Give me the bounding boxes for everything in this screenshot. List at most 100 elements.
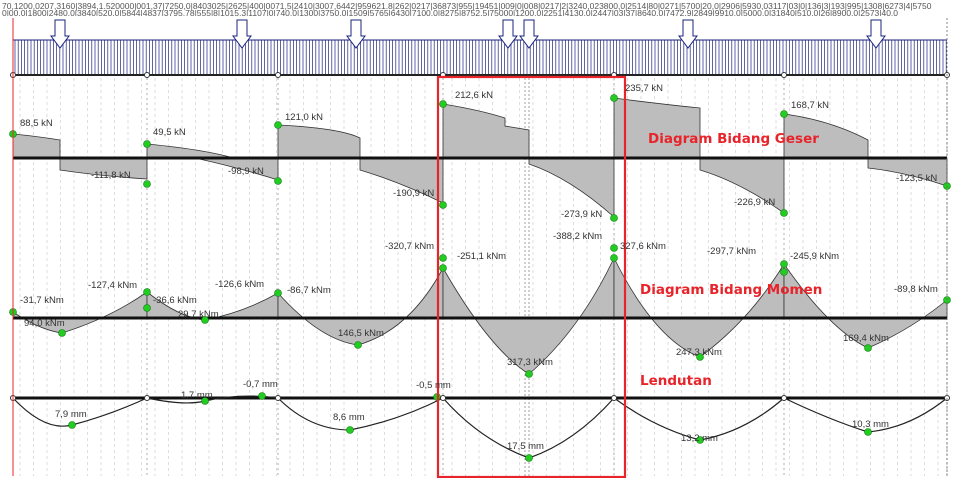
value-labels: 88,5 kN 49,5 kN 121,0 kN 212,6 kN 235,7 … (20, 83, 938, 452)
shear-label: -190,9 kN (393, 188, 434, 199)
moment-label: -86,7 kNm (287, 285, 331, 296)
deflection-node (201, 397, 209, 405)
point-load-arrow (678, 19, 698, 49)
top-dimension-row-2: 0|00,0|1800|2480,0|3840|520,0|5844|4837|… (2, 8, 898, 18)
moment-node (143, 304, 151, 312)
deflection-support-node (440, 395, 446, 401)
deflection-title: Lendutan (640, 373, 712, 389)
moment-label: -126,6 kNm (215, 279, 264, 290)
shear-node (274, 177, 282, 185)
deflection-support-node (781, 395, 787, 401)
deflection-label: -0,5 mm (416, 380, 451, 391)
shear-label: -98,9 kN (228, 166, 264, 177)
shear-node (780, 209, 788, 217)
shear-label: 212,6 kN (455, 90, 493, 101)
shear-label: 168,7 kN (791, 100, 829, 111)
shear-node (274, 121, 282, 129)
deflection-label: 1,7 mm (181, 390, 213, 401)
moment-label: -251,1 kNm (457, 251, 506, 262)
moment-label: -36,6 kNm (153, 295, 197, 306)
moment-label: 247,3 kNm (676, 347, 722, 358)
moment-label: 29,7 kNm (178, 309, 219, 320)
moment-node (780, 268, 788, 276)
support-node (781, 72, 787, 78)
shear-segment (277, 124, 361, 159)
support-node (144, 72, 150, 78)
moment-label: 317,3 kNm (507, 357, 553, 368)
shear-node (143, 140, 151, 148)
shear-label: -123,5 kN (896, 173, 937, 184)
moment-node (610, 244, 618, 252)
shear-label: -111,8 kN (91, 170, 131, 181)
point-load-arrow (866, 19, 886, 49)
moment-node (201, 316, 209, 324)
moment-label: -89,8 kNm (894, 284, 938, 295)
deflection-node (525, 454, 533, 462)
deflection-label: -0,7 mm (243, 379, 278, 390)
deflection-node (346, 426, 354, 434)
moment-label: -297,7 kNm (707, 246, 756, 257)
shear-segment (59, 157, 148, 180)
shear-node (439, 100, 447, 108)
deflection-label: 13,2 mm (681, 433, 718, 444)
support-node (275, 72, 281, 78)
shear-node (610, 214, 618, 222)
moment-node (354, 341, 362, 349)
shear-diagram (9, 94, 951, 222)
moment-node (780, 260, 788, 268)
deflection-node (258, 392, 266, 400)
deflection-node (864, 428, 872, 436)
moment-label: -127,4 kNm (88, 280, 137, 291)
point-load-arrow (519, 19, 539, 49)
moment-label: -245,9 kNm (790, 251, 839, 262)
moment-label: -31,7 kNm (20, 295, 64, 306)
moment-label: 94,0 kNm (24, 318, 65, 329)
deflection-label: 8,6 mm (333, 412, 365, 423)
shear-node (439, 201, 447, 209)
shear-label: 121,0 kN (285, 112, 323, 123)
moment-node (274, 289, 282, 297)
point-load-arrow (232, 19, 252, 49)
moment-node (439, 254, 447, 262)
moment-label: -320,7 kNm (385, 241, 434, 252)
moment-label: -388,2 kNm (553, 231, 602, 242)
deflection-node (696, 436, 704, 444)
deflection-diagram (10, 392, 950, 462)
moment-diagram (9, 244, 951, 378)
shear-label: -273,9 kN (561, 209, 602, 220)
shear-node (143, 180, 151, 188)
load-diagram (10, 19, 950, 78)
moment-node (525, 370, 533, 378)
moment-segment (12, 291, 148, 334)
shear-diagram-title: Diagram Bidang Geser (648, 131, 819, 147)
moment-segment (277, 267, 444, 346)
shear-segment (783, 113, 869, 159)
point-load-arrow (346, 19, 366, 49)
shear-label: -226,9 kN (734, 197, 775, 208)
deflection-label: 7,9 mm (55, 409, 87, 420)
shear-segment (613, 97, 701, 159)
point-load-arrow (50, 19, 70, 49)
moment-node (864, 344, 872, 352)
moment-label: 169,4 kNm (843, 333, 889, 344)
moment-label: 146,5 kNm (338, 328, 384, 339)
highlight-box (436, 75, 627, 479)
moment-node (143, 288, 151, 296)
moment-diagram-title: Diagram Bidang Momen (640, 282, 822, 298)
moment-label: 327,6 kNm (620, 241, 666, 252)
point-load-arrow (498, 19, 518, 49)
deflection-support-node (611, 395, 617, 401)
shear-node (610, 94, 618, 102)
moment-segment (613, 257, 785, 358)
shear-label: 88,5 kN (20, 118, 53, 129)
deflection-label: 17,5 mm (507, 441, 544, 452)
shear-label: 49,5 kN (153, 127, 186, 138)
moment-node (58, 329, 66, 337)
shear-segment (12, 133, 61, 159)
top-dimension-row-1: 70,1200,0207,3160|3894,1.520000|001,37|7… (2, 1, 932, 11)
moment-node (610, 254, 618, 262)
shear-node (780, 110, 788, 118)
moment-node (696, 353, 704, 361)
deflection-curve (12, 395, 948, 459)
